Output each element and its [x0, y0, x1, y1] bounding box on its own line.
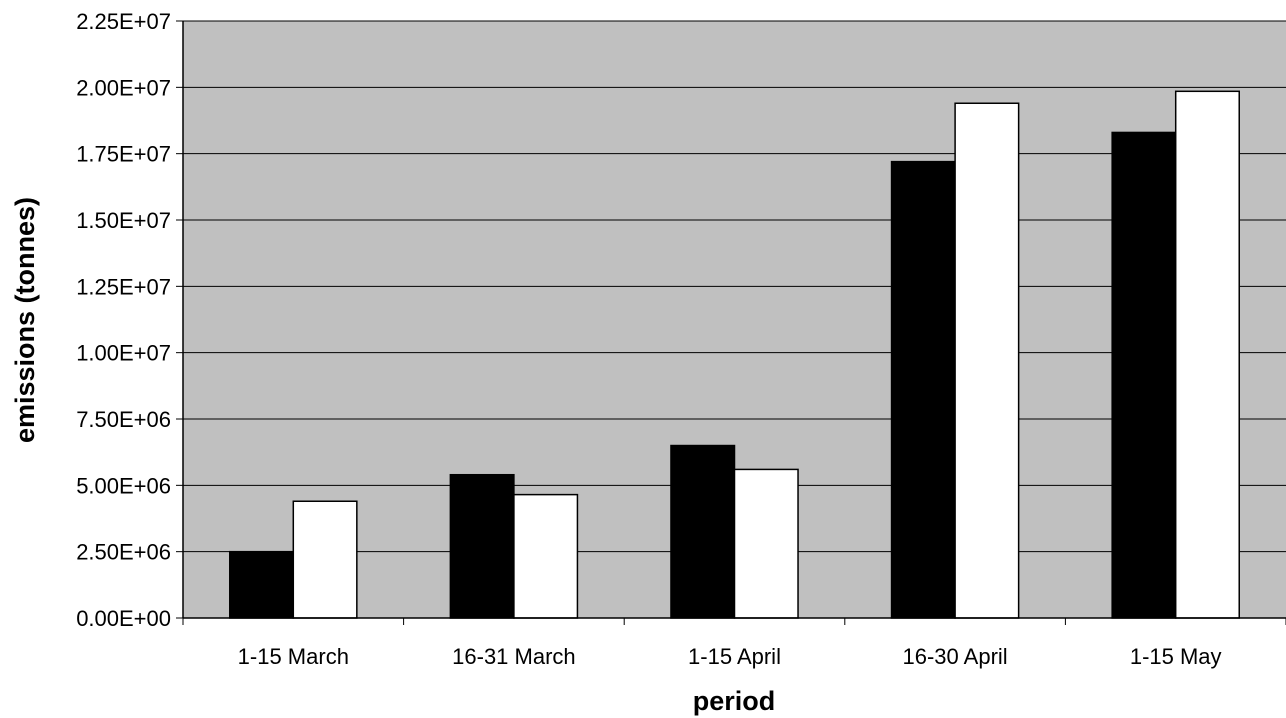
y-tick-label: 5.00E+06 [76, 473, 171, 498]
y-axis-title: emissions (tonnes) [10, 197, 40, 443]
bar [890, 160, 956, 619]
x-tick-label: 1-15 May [1130, 644, 1222, 669]
bar [292, 500, 358, 619]
x-tick-label: 16-31 March [452, 644, 576, 669]
x-tick-label: 1-15 March [238, 644, 349, 669]
y-tick-label: 1.00E+07 [76, 341, 171, 366]
bar [954, 102, 1020, 619]
axes [176, 20, 1286, 625]
y-tick-label: 2.00E+07 [76, 75, 171, 100]
bar [1111, 131, 1177, 619]
y-tick-label: 1.75E+07 [76, 142, 171, 167]
bar [513, 493, 579, 619]
bar [229, 550, 295, 619]
y-tick-label: 2.50E+06 [76, 540, 171, 565]
bar [670, 444, 736, 619]
x-axis-title: period [693, 686, 776, 716]
y-tick-label: 1.25E+07 [76, 274, 171, 299]
y-tick-labels: 0.00E+00 2.50E+06 5.00E+06 7.50E+06 1.00E+07… [76, 9, 171, 631]
y-tick-label: 0.00E+00 [76, 606, 171, 631]
bars [229, 90, 1240, 619]
bar [449, 473, 515, 619]
y-tick-label: 7.50E+06 [76, 407, 171, 432]
bar [1174, 90, 1240, 619]
y-tick-label: 2.25E+07 [76, 9, 171, 34]
bar [733, 468, 799, 619]
y-tick-label: 1.50E+07 [76, 208, 171, 233]
x-tick-label: 16-30 April [903, 644, 1008, 669]
x-tick-labels: 1-15 March 16-31 March 1-15 April 16-30 Apr… [238, 644, 1222, 669]
x-tick-label: 1-15 April [688, 644, 781, 669]
